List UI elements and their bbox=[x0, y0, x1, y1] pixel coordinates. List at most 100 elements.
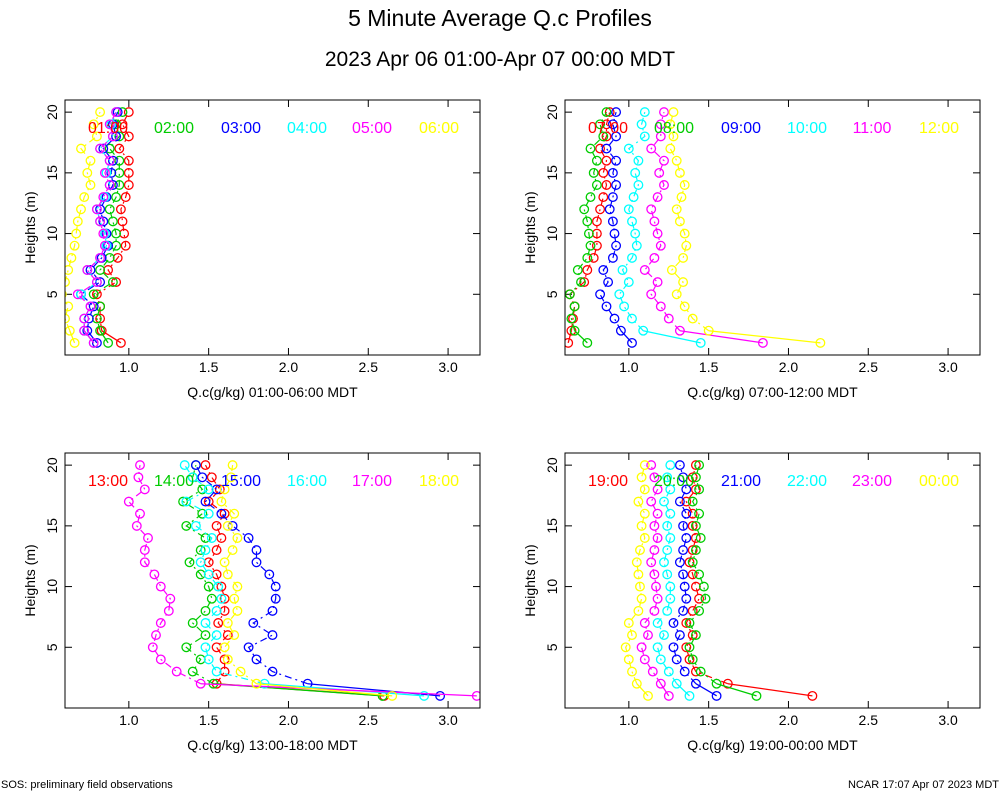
data-point bbox=[243, 642, 254, 653]
series-line bbox=[618, 111, 646, 332]
data-point bbox=[646, 557, 657, 568]
data-point bbox=[652, 192, 663, 203]
data-point bbox=[604, 107, 615, 118]
data-point bbox=[678, 545, 689, 556]
data-point bbox=[690, 533, 701, 543]
data-point bbox=[135, 508, 145, 519]
data-point bbox=[665, 508, 676, 519]
data-point bbox=[219, 484, 230, 495]
data-point bbox=[243, 533, 254, 543]
series-line bbox=[569, 111, 608, 331]
data-point bbox=[104, 180, 115, 190]
x-tick-label: 1.5 bbox=[199, 712, 219, 728]
data-point bbox=[665, 484, 676, 495]
data-point bbox=[270, 593, 281, 604]
data-point bbox=[659, 496, 669, 507]
legend-label: 18:00 bbox=[419, 473, 459, 490]
x-axis-label: Q.c(g/kg) 13:00-18:00 MDT bbox=[187, 737, 358, 753]
footer-right-note: NCAR 17:07 Apr 07 2023 MDT bbox=[848, 779, 999, 791]
series-line bbox=[685, 464, 729, 685]
y-tick-label: 15 bbox=[544, 165, 560, 181]
data-point bbox=[659, 107, 669, 118]
data-point bbox=[200, 618, 211, 628]
data-point bbox=[85, 301, 96, 312]
data-point bbox=[91, 289, 102, 300]
data-point bbox=[665, 143, 676, 154]
data-point bbox=[607, 216, 618, 227]
data-point bbox=[636, 119, 647, 130]
data-point bbox=[591, 180, 602, 190]
data-point bbox=[639, 508, 650, 519]
data-point bbox=[698, 581, 709, 592]
data-point bbox=[106, 167, 117, 178]
data-point bbox=[652, 484, 663, 495]
series-line bbox=[92, 111, 124, 331]
data-point bbox=[117, 119, 128, 130]
data-point bbox=[248, 618, 259, 628]
data-point bbox=[111, 277, 122, 288]
data-point bbox=[651, 581, 661, 592]
data-point bbox=[211, 630, 222, 641]
data-point bbox=[609, 313, 620, 324]
data-point bbox=[195, 545, 206, 556]
data-point bbox=[203, 581, 214, 592]
legend-label: 05:00 bbox=[352, 120, 392, 137]
legend-label: 06:00 bbox=[419, 120, 459, 137]
y-tick-label: 15 bbox=[544, 518, 560, 534]
y-axis-label: Heights (m) bbox=[22, 544, 38, 616]
data-point bbox=[569, 301, 580, 312]
data-point bbox=[419, 690, 430, 701]
data-point bbox=[163, 605, 174, 616]
data-point bbox=[76, 143, 86, 154]
data-point bbox=[757, 337, 768, 348]
legend-label: 15:00 bbox=[221, 473, 261, 490]
data-point bbox=[643, 630, 653, 641]
data-point bbox=[579, 277, 590, 288]
data-point bbox=[139, 484, 150, 495]
data-point bbox=[636, 642, 647, 653]
data-point bbox=[187, 472, 198, 483]
data-point bbox=[652, 642, 663, 653]
y-tick-label: 10 bbox=[544, 579, 560, 595]
legend-label: 20:00 bbox=[654, 473, 694, 490]
data-point bbox=[619, 301, 630, 312]
series-line bbox=[76, 111, 117, 331]
data-point bbox=[117, 107, 128, 118]
data-point bbox=[190, 520, 201, 531]
data-point bbox=[678, 605, 689, 616]
data-point bbox=[120, 192, 131, 203]
data-point bbox=[668, 131, 679, 142]
data-point bbox=[591, 155, 602, 166]
data-point bbox=[646, 289, 657, 300]
data-point bbox=[95, 301, 106, 312]
data-point bbox=[620, 642, 631, 653]
legend-label: 21:00 bbox=[721, 473, 761, 490]
data-point bbox=[652, 228, 663, 239]
data-point bbox=[676, 192, 687, 203]
data-point bbox=[690, 545, 701, 556]
x-tick-label: 1.5 bbox=[199, 359, 219, 375]
data-point bbox=[655, 678, 666, 689]
series-line bbox=[200, 683, 477, 697]
legend-label: 13:00 bbox=[88, 473, 128, 490]
plot-frame bbox=[564, 452, 981, 709]
data-point bbox=[646, 143, 657, 154]
data-point bbox=[107, 131, 118, 142]
data-point bbox=[627, 337, 637, 348]
y-tick-label: 5 bbox=[544, 643, 560, 651]
data-point bbox=[633, 155, 644, 166]
x-tick-label: 3.0 bbox=[438, 712, 458, 728]
data-point bbox=[104, 143, 115, 154]
x-tick-label: 1.5 bbox=[699, 359, 719, 375]
data-point bbox=[123, 180, 134, 190]
data-point bbox=[267, 630, 278, 641]
data-point bbox=[98, 192, 109, 203]
data-point bbox=[681, 533, 692, 543]
data-point bbox=[643, 690, 653, 701]
data-point bbox=[211, 545, 222, 556]
data-point bbox=[115, 337, 126, 348]
y-tick-label: 20 bbox=[44, 104, 60, 120]
data-point bbox=[251, 545, 262, 556]
data-point bbox=[636, 472, 647, 483]
data-point bbox=[107, 155, 118, 166]
